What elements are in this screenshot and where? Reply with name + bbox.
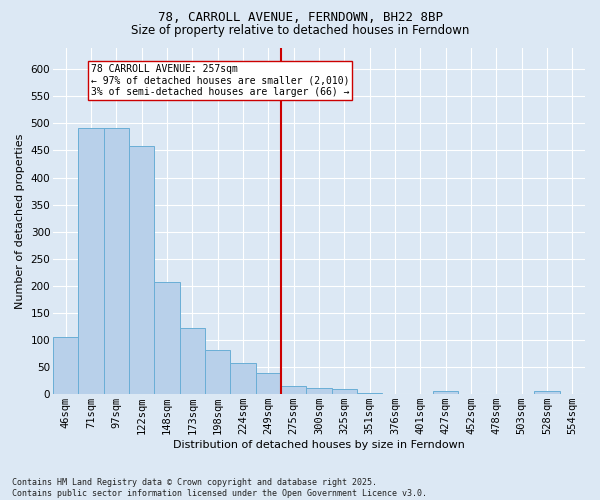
Text: 78, CARROLL AVENUE, FERNDOWN, BH22 8BP: 78, CARROLL AVENUE, FERNDOWN, BH22 8BP xyxy=(157,11,443,24)
Y-axis label: Number of detached properties: Number of detached properties xyxy=(15,133,25,308)
Bar xyxy=(281,386,307,394)
Bar xyxy=(230,363,256,394)
Bar xyxy=(53,338,79,394)
Bar xyxy=(129,146,154,394)
Bar xyxy=(256,372,281,394)
Bar xyxy=(535,391,560,394)
Text: Size of property relative to detached houses in Ferndown: Size of property relative to detached ho… xyxy=(131,24,469,37)
Text: 78 CARROLL AVENUE: 257sqm
← 97% of detached houses are smaller (2,010)
3% of sem: 78 CARROLL AVENUE: 257sqm ← 97% of detac… xyxy=(91,64,350,97)
Text: Contains HM Land Registry data © Crown copyright and database right 2025.
Contai: Contains HM Land Registry data © Crown c… xyxy=(12,478,427,498)
Bar xyxy=(205,350,230,394)
Bar xyxy=(79,128,104,394)
Bar xyxy=(180,328,205,394)
Bar xyxy=(307,388,332,394)
Bar xyxy=(332,389,357,394)
X-axis label: Distribution of detached houses by size in Ferndown: Distribution of detached houses by size … xyxy=(173,440,465,450)
Bar xyxy=(357,393,382,394)
Bar xyxy=(104,128,129,394)
Bar xyxy=(154,282,180,394)
Bar xyxy=(433,391,458,394)
